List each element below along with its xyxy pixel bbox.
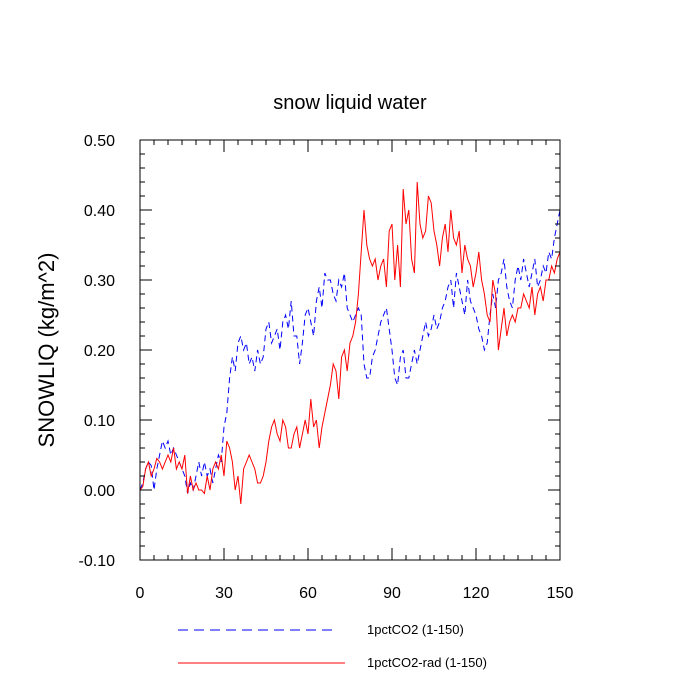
- y-tick-label: -0.10: [79, 553, 116, 570]
- series-line-0: [139, 209, 561, 494]
- y-tick-label: 0.20: [84, 343, 115, 360]
- plot-area: 0 30 60 90 120 150 -0.10 0.00 0.10 0.20 0.30 0.40 0.…: [79, 133, 574, 602]
- x-tick-label: 90: [383, 585, 401, 602]
- x-tick-label: 120: [463, 585, 490, 602]
- y-axis-label: SNOWLIQ (kg/m^2): [34, 253, 59, 448]
- series-line-1: [139, 181, 561, 505]
- legend-label-1pctco2: 1pctCO2 (1-150): [367, 622, 464, 637]
- y-tick-label: 0.30: [84, 273, 115, 290]
- y-tick-label: 0.10: [84, 413, 115, 430]
- x-tick-label: 150: [547, 585, 574, 602]
- y-tick-label: 0.50: [84, 133, 115, 150]
- y-tick-label: 0.40: [84, 203, 115, 220]
- chart-title: snow liquid water: [273, 92, 427, 114]
- x-tick-label: 0: [136, 585, 145, 602]
- plot-frame: [139, 139, 561, 561]
- y-tick-label: 0.00: [84, 483, 115, 500]
- x-tick-label: 30: [215, 585, 233, 602]
- legend-label-1pctco2-rad: 1pctCO2-rad (1-150): [367, 655, 487, 670]
- legend: 1pctCO2 (1-150) 1pctCO2-rad (1-150): [178, 622, 487, 670]
- x-tick-label: 60: [299, 585, 317, 602]
